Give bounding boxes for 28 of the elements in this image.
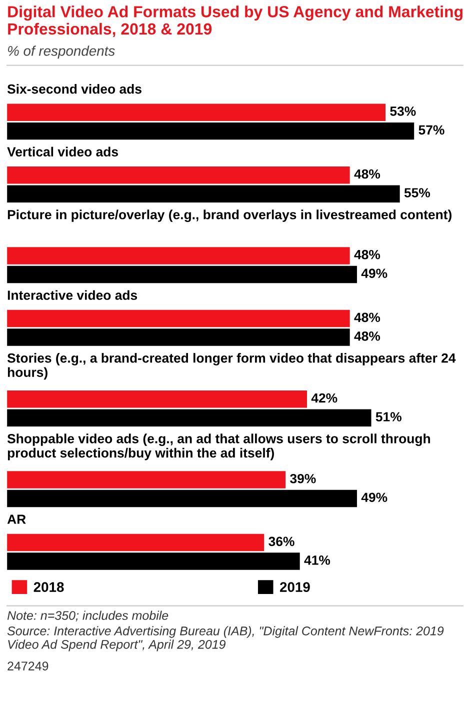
data-label: 48%: [354, 169, 380, 179]
legend-label: 2019: [280, 582, 310, 592]
text: 247249: [8, 662, 48, 670]
y-tick-label: Stories (e.g., a brand-created longer form video that disappears after 24 hours): [7, 353, 456, 380]
data-label: 48%: [354, 312, 380, 322]
data-label: 41%: [304, 556, 330, 565]
chart-title: Digital Video Ad Formats Used by US Agency and Marketing Professionals, 2018 & 2019: [8, 6, 462, 37]
data-label: 55%: [404, 188, 430, 198]
data-label: 36%: [268, 536, 294, 546]
data-label: 48%: [354, 250, 380, 260]
data-label: 49%: [361, 268, 388, 278]
y-tick-label: Shoppable video ads (e.g., an ad that allows users to scroll through product selections/buy within the ad itself): [7, 434, 430, 460]
data-label: 39%: [290, 474, 316, 484]
data-label: 53%: [390, 106, 416, 116]
text: Note: n=350; includes mobile: [7, 610, 168, 622]
legend-label: 2018: [34, 582, 64, 592]
chart-subtitle: % of respondents: [8, 46, 115, 59]
y-tick-label: Interactive video ads: [8, 290, 138, 300]
data-label: 48%: [354, 331, 380, 341]
y-tick-label: Picture in picture/overlay (e.g., brand overlays in livestreamed content): [8, 210, 452, 222]
y-tick-label: AR: [7, 514, 26, 524]
y-tick-label: Vertical video ads: [7, 146, 118, 156]
y-tick-label: Six-second video ads: [7, 84, 142, 94]
data-label: 51%: [376, 412, 402, 422]
data-label: 49%: [361, 492, 388, 502]
data-label: 57%: [418, 125, 444, 135]
data-label: 42%: [311, 393, 338, 403]
source-note: Source: Interactive Advertising Bureau (IAB), "Digital Content NewFronts: 2019 Video Ad Spend Report", April 29, 2019: [7, 626, 444, 652]
